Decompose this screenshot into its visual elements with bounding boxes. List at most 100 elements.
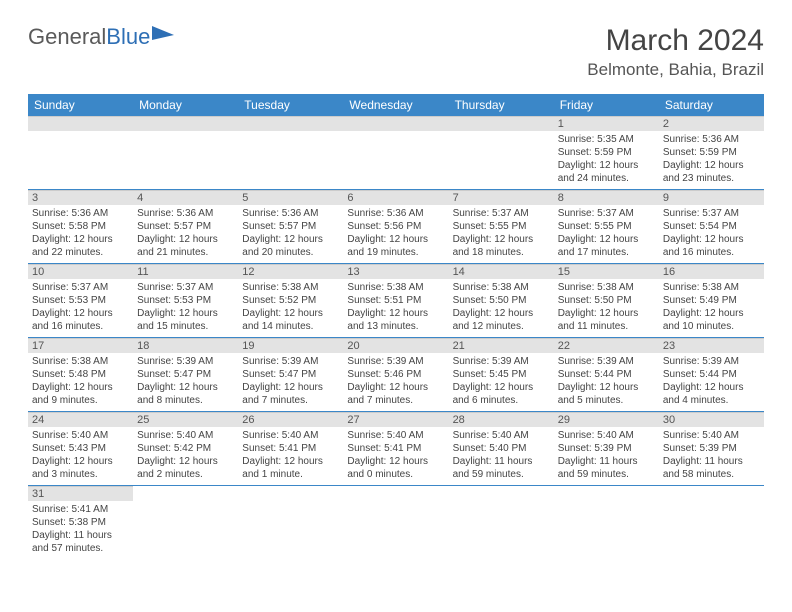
daylight-line: Daylight: 12 hours and 21 minutes. (137, 233, 234, 259)
sunrise-line: Sunrise: 5:36 AM (242, 207, 339, 220)
day-details: Sunrise: 5:36 AMSunset: 5:57 PMDaylight:… (133, 205, 238, 263)
calendar-cell (133, 116, 238, 190)
sunrise-line: Sunrise: 5:39 AM (347, 355, 444, 368)
day-number: 24 (28, 412, 133, 427)
calendar-week: 10Sunrise: 5:37 AMSunset: 5:53 PMDayligh… (28, 264, 764, 338)
sunrise-line: Sunrise: 5:40 AM (663, 429, 760, 442)
day-number: 18 (133, 338, 238, 353)
calendar-cell: 6Sunrise: 5:36 AMSunset: 5:56 PMDaylight… (343, 190, 448, 264)
sunrise-line: Sunrise: 5:39 AM (242, 355, 339, 368)
calendar-cell (449, 116, 554, 190)
calendar-cell: 9Sunrise: 5:37 AMSunset: 5:54 PMDaylight… (659, 190, 764, 264)
empty-day-header (28, 116, 133, 131)
daylight-line: Daylight: 12 hours and 8 minutes. (137, 381, 234, 407)
calendar-cell: 30Sunrise: 5:40 AMSunset: 5:39 PMDayligh… (659, 412, 764, 486)
day-number: 12 (238, 264, 343, 279)
day-number: 20 (343, 338, 448, 353)
daylight-line: Daylight: 12 hours and 3 minutes. (32, 455, 129, 481)
day-details: Sunrise: 5:38 AMSunset: 5:50 PMDaylight:… (449, 279, 554, 337)
day-number: 9 (659, 190, 764, 205)
page-title: March 2024 (587, 24, 764, 58)
day-number: 28 (449, 412, 554, 427)
day-number: 26 (238, 412, 343, 427)
calendar-week: 1Sunrise: 5:35 AMSunset: 5:59 PMDaylight… (28, 116, 764, 190)
day-details: Sunrise: 5:37 AMSunset: 5:55 PMDaylight:… (449, 205, 554, 263)
calendar-cell: 20Sunrise: 5:39 AMSunset: 5:46 PMDayligh… (343, 338, 448, 412)
daylight-line: Daylight: 12 hours and 16 minutes. (32, 307, 129, 333)
daylight-line: Daylight: 12 hours and 23 minutes. (663, 159, 760, 185)
day-details: Sunrise: 5:40 AMSunset: 5:40 PMDaylight:… (449, 427, 554, 485)
daylight-line: Daylight: 12 hours and 6 minutes. (453, 381, 550, 407)
calendar-cell: 14Sunrise: 5:38 AMSunset: 5:50 PMDayligh… (449, 264, 554, 338)
day-number: 21 (449, 338, 554, 353)
weekday-header: Friday (554, 94, 659, 116)
day-details: Sunrise: 5:36 AMSunset: 5:57 PMDaylight:… (238, 205, 343, 263)
sunset-line: Sunset: 5:55 PM (453, 220, 550, 233)
day-details: Sunrise: 5:40 AMSunset: 5:42 PMDaylight:… (133, 427, 238, 485)
title-block: March 2024 Belmonte, Bahia, Brazil (587, 24, 764, 80)
empty-day-header (449, 116, 554, 131)
daylight-line: Daylight: 12 hours and 22 minutes. (32, 233, 129, 259)
calendar-cell (238, 116, 343, 190)
sunset-line: Sunset: 5:43 PM (32, 442, 129, 455)
sunrise-line: Sunrise: 5:36 AM (32, 207, 129, 220)
daylight-line: Daylight: 12 hours and 11 minutes. (558, 307, 655, 333)
sunset-line: Sunset: 5:48 PM (32, 368, 129, 381)
day-number: 10 (28, 264, 133, 279)
sunrise-line: Sunrise: 5:38 AM (32, 355, 129, 368)
day-number: 6 (343, 190, 448, 205)
empty-day-header (343, 116, 448, 131)
sunrise-line: Sunrise: 5:40 AM (347, 429, 444, 442)
logo-text-2: Blue (106, 24, 150, 50)
weekday-header-row: SundayMondayTuesdayWednesdayThursdayFrid… (28, 94, 764, 116)
sunset-line: Sunset: 5:54 PM (663, 220, 760, 233)
flag-icon (152, 24, 178, 50)
sunset-line: Sunset: 5:46 PM (347, 368, 444, 381)
sunset-line: Sunset: 5:53 PM (137, 294, 234, 307)
sunset-line: Sunset: 5:58 PM (32, 220, 129, 233)
calendar-cell: 11Sunrise: 5:37 AMSunset: 5:53 PMDayligh… (133, 264, 238, 338)
sunset-line: Sunset: 5:42 PM (137, 442, 234, 455)
daylight-line: Daylight: 11 hours and 59 minutes. (558, 455, 655, 481)
daylight-line: Daylight: 12 hours and 7 minutes. (242, 381, 339, 407)
weekday-header: Saturday (659, 94, 764, 116)
daylight-line: Daylight: 12 hours and 4 minutes. (663, 381, 760, 407)
daylight-line: Daylight: 12 hours and 18 minutes. (453, 233, 550, 259)
sunrise-line: Sunrise: 5:40 AM (32, 429, 129, 442)
day-details: Sunrise: 5:37 AMSunset: 5:53 PMDaylight:… (133, 279, 238, 337)
day-number: 19 (238, 338, 343, 353)
daylight-line: Daylight: 12 hours and 24 minutes. (558, 159, 655, 185)
calendar-cell (238, 486, 343, 560)
day-details: Sunrise: 5:37 AMSunset: 5:53 PMDaylight:… (28, 279, 133, 337)
calendar-cell: 29Sunrise: 5:40 AMSunset: 5:39 PMDayligh… (554, 412, 659, 486)
calendar-cell: 5Sunrise: 5:36 AMSunset: 5:57 PMDaylight… (238, 190, 343, 264)
day-number: 5 (238, 190, 343, 205)
day-number: 3 (28, 190, 133, 205)
day-details: Sunrise: 5:40 AMSunset: 5:41 PMDaylight:… (238, 427, 343, 485)
calendar-cell: 28Sunrise: 5:40 AMSunset: 5:40 PMDayligh… (449, 412, 554, 486)
calendar-cell (28, 116, 133, 190)
day-details: Sunrise: 5:36 AMSunset: 5:56 PMDaylight:… (343, 205, 448, 263)
sunset-line: Sunset: 5:39 PM (663, 442, 760, 455)
calendar-cell: 15Sunrise: 5:38 AMSunset: 5:50 PMDayligh… (554, 264, 659, 338)
day-details: Sunrise: 5:39 AMSunset: 5:46 PMDaylight:… (343, 353, 448, 411)
weekday-header: Wednesday (343, 94, 448, 116)
sunrise-line: Sunrise: 5:39 AM (663, 355, 760, 368)
daylight-line: Daylight: 12 hours and 19 minutes. (347, 233, 444, 259)
sunrise-line: Sunrise: 5:37 AM (453, 207, 550, 220)
day-details: Sunrise: 5:37 AMSunset: 5:54 PMDaylight:… (659, 205, 764, 263)
day-number: 1 (554, 116, 659, 131)
sunset-line: Sunset: 5:55 PM (558, 220, 655, 233)
day-details: Sunrise: 5:39 AMSunset: 5:44 PMDaylight:… (554, 353, 659, 411)
calendar-cell: 2Sunrise: 5:36 AMSunset: 5:59 PMDaylight… (659, 116, 764, 190)
calendar-cell: 25Sunrise: 5:40 AMSunset: 5:42 PMDayligh… (133, 412, 238, 486)
day-number: 7 (449, 190, 554, 205)
day-number: 17 (28, 338, 133, 353)
calendar-week: 31Sunrise: 5:41 AMSunset: 5:38 PMDayligh… (28, 486, 764, 560)
day-number: 27 (343, 412, 448, 427)
sunrise-line: Sunrise: 5:37 AM (32, 281, 129, 294)
sunset-line: Sunset: 5:40 PM (453, 442, 550, 455)
sunset-line: Sunset: 5:44 PM (663, 368, 760, 381)
day-details: Sunrise: 5:38 AMSunset: 5:49 PMDaylight:… (659, 279, 764, 337)
calendar-cell: 16Sunrise: 5:38 AMSunset: 5:49 PMDayligh… (659, 264, 764, 338)
